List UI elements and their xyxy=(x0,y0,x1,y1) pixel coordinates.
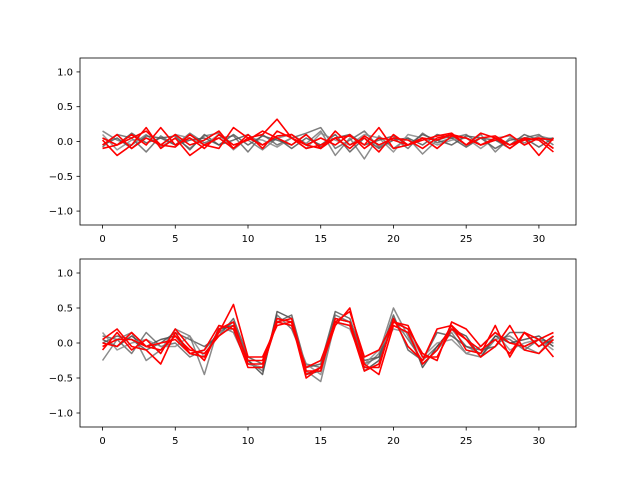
x-tick-label: 20 xyxy=(387,234,400,245)
top-subplot: 0 5 10 15 20 25 30 −1.0 −0.5 0.0 0.5 1.0 xyxy=(49,57,577,245)
series-group xyxy=(101,118,555,160)
x-tick-label: 5 xyxy=(172,234,178,245)
series-line-3 xyxy=(102,310,554,369)
y-tick-label: −1.0 xyxy=(49,207,73,218)
series-line-5 xyxy=(101,118,555,157)
y-tick-label: −0.5 xyxy=(49,172,73,183)
x-tick-label: 25 xyxy=(460,436,473,447)
y-tick-label: 0.0 xyxy=(57,339,73,350)
y-tick-label: 0.0 xyxy=(57,137,73,148)
y-tick-label: 1.0 xyxy=(57,269,73,280)
series-group xyxy=(101,303,555,383)
x-tick-label: 0 xyxy=(99,436,105,447)
x-tick-label: 15 xyxy=(314,436,327,447)
x-tick-label: 0 xyxy=(99,234,105,245)
series-line-8 xyxy=(102,310,555,369)
series-line-7 xyxy=(102,317,554,372)
series-line-0 xyxy=(101,307,555,383)
series-line-7 xyxy=(102,126,554,150)
x-tick-label: 25 xyxy=(460,234,473,245)
x-tick-label: 30 xyxy=(533,234,546,245)
x-tick-label: 5 xyxy=(172,436,178,447)
y-tick-label: 1.0 xyxy=(57,67,73,78)
x-tick-label: 10 xyxy=(242,436,255,447)
y-tick-label: −0.5 xyxy=(49,374,73,385)
series-line-8 xyxy=(102,130,554,153)
x-tick-label: 30 xyxy=(533,436,546,447)
bottom-subplot: 0 5 10 15 20 25 30 −1.0 −0.5 0.0 0.5 1.0 xyxy=(49,258,577,447)
x-tick-label: 15 xyxy=(314,234,327,245)
y-tick-label: −1.0 xyxy=(49,409,73,420)
x-tick-label: 20 xyxy=(387,436,400,447)
series-line-3 xyxy=(102,132,554,153)
y-tick-label: 0.5 xyxy=(57,304,73,315)
y-tick-label: 0.5 xyxy=(57,102,73,113)
x-tick-label: 10 xyxy=(242,234,255,245)
